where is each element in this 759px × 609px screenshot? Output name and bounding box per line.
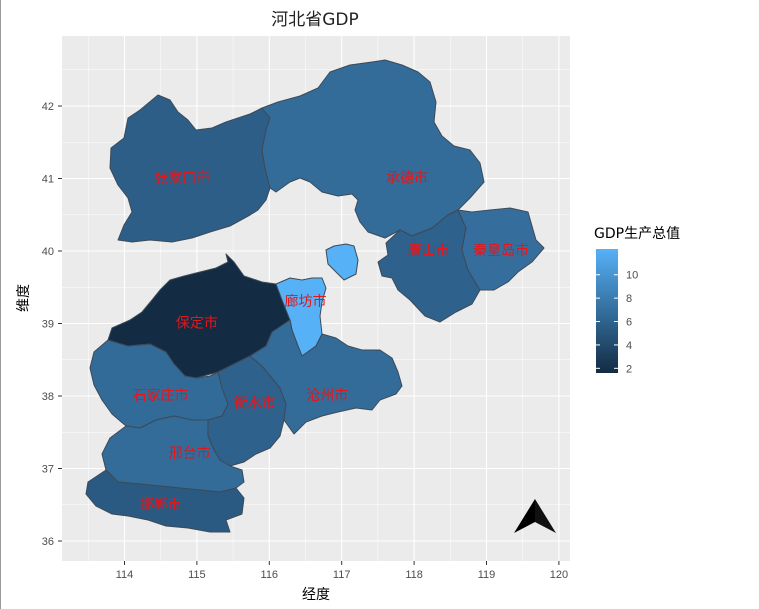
region-label: 沧州市 xyxy=(306,387,348,404)
legend-ticks: 2 4 6 8 10 xyxy=(596,270,638,375)
region-label: 唐山市 xyxy=(408,242,450,259)
region-label: 张家口市 xyxy=(154,170,210,187)
region-handan[interactable] xyxy=(85,469,245,533)
chart-title: 河北省GDP xyxy=(271,10,359,30)
x-tick-label: 120 xyxy=(550,569,568,581)
north-arrow-icon xyxy=(514,499,556,533)
region-label: 保定市 xyxy=(176,315,218,332)
region-label: 邯郸市 xyxy=(140,496,182,513)
region-layer xyxy=(85,59,545,533)
y-tick-label: 39 xyxy=(42,319,54,331)
region-label: 衡水市 xyxy=(234,394,276,411)
region-tangshan[interactable] xyxy=(377,209,481,323)
legend: GDP生产总值 2 4 6 8 10 xyxy=(594,226,680,375)
x-tick-label: 115 xyxy=(188,569,206,581)
legend-colorbar xyxy=(596,249,618,373)
x-tick-label: 119 xyxy=(478,569,496,581)
legend-tick-label: 6 xyxy=(626,317,632,329)
legend-tick-label: 8 xyxy=(626,293,632,305)
region-label: 廊坊市 xyxy=(285,293,327,310)
x-tick-label: 114 xyxy=(116,569,134,581)
x-axis: 114 115 116 117 118 119 120 xyxy=(116,561,568,581)
legend-tick-label: 10 xyxy=(626,270,638,282)
x-axis-title: 经度 xyxy=(302,587,330,603)
y-tick-label: 40 xyxy=(42,246,54,258)
legend-title: GDP生产总值 xyxy=(594,226,680,242)
window-edge xyxy=(0,0,1,609)
legend-tick-label: 2 xyxy=(626,363,632,375)
region-label: 承德市 xyxy=(386,170,428,187)
y-tick-label: 38 xyxy=(42,391,54,403)
y-axis-title: 维度 xyxy=(16,284,32,312)
legend-tick-label: 4 xyxy=(626,340,632,352)
x-tick-label: 116 xyxy=(261,569,279,581)
y-tick-label: 41 xyxy=(42,174,54,186)
y-tick-label: 37 xyxy=(42,464,54,476)
y-axis: 36 37 38 39 40 41 42 xyxy=(42,101,62,548)
region-qinhuangdao[interactable] xyxy=(457,207,545,291)
x-tick-label: 117 xyxy=(333,569,351,581)
region-label: 邢台市 xyxy=(169,445,211,462)
y-tick-label: 36 xyxy=(42,536,54,548)
region-cangzhou[interactable] xyxy=(249,319,403,435)
x-tick-label: 118 xyxy=(405,569,423,581)
y-tick-label: 42 xyxy=(42,101,54,113)
region-langfang-north[interactable] xyxy=(325,243,359,281)
region-label: 石家庄市 xyxy=(133,387,189,404)
region-label: 秦皇岛市 xyxy=(473,242,529,259)
